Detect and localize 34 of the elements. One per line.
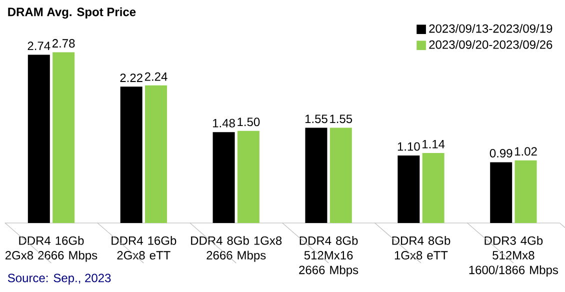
bar <box>145 85 167 223</box>
bar <box>398 155 420 223</box>
bar <box>212 132 235 223</box>
x-tick-label: DDR3 4Gb 512Mx8 1600/1866 Mbps <box>469 236 558 277</box>
data-label: 2.78 <box>52 39 75 48</box>
chart-title: DRAM Avg. Spot Price <box>8 7 136 19</box>
data-label: 2.22 <box>120 74 142 82</box>
bar <box>514 160 537 223</box>
bar <box>422 152 444 223</box>
x-tick-label: DDR4 8Gb 512Mx16 2666 Mbps <box>299 236 358 277</box>
data-label: 1.14 <box>422 140 445 148</box>
data-label: 1.02 <box>515 147 537 156</box>
data-label: 1.55 <box>305 114 328 124</box>
data-label: 1.50 <box>238 118 260 126</box>
bar <box>120 86 142 223</box>
bar <box>237 130 260 223</box>
bar <box>490 162 512 223</box>
x-tick-label: DDR4 16Gb 2Gx8 2666 Mbps <box>5 236 98 262</box>
data-label: 0.99 <box>490 148 512 158</box>
bar <box>52 52 75 223</box>
legend-label: 2023/09/13-2023/09/19 <box>429 24 552 33</box>
x-tick-label: DDR4 16Gb 2Gx8 eTT <box>112 236 176 260</box>
x-tick-label: DDR4 8Gb 1Gx8 eTT <box>392 236 450 260</box>
data-label: 1.48 <box>213 118 235 128</box>
data-label: 1.10 <box>398 142 420 151</box>
source-note: Source: Sep., 2023 <box>8 274 111 285</box>
data-label: 1.55 <box>330 114 352 124</box>
data-label: 2.74 <box>28 42 50 50</box>
legend-label: 2023/09/20-2023/09/26 <box>429 40 552 49</box>
x-tick-label: DDR4 8Gb 1Gx8 2666 Mbps <box>191 236 282 262</box>
bar <box>28 54 50 223</box>
data-label: 2.24 <box>144 72 168 81</box>
bar <box>330 128 352 223</box>
bar <box>305 128 328 223</box>
